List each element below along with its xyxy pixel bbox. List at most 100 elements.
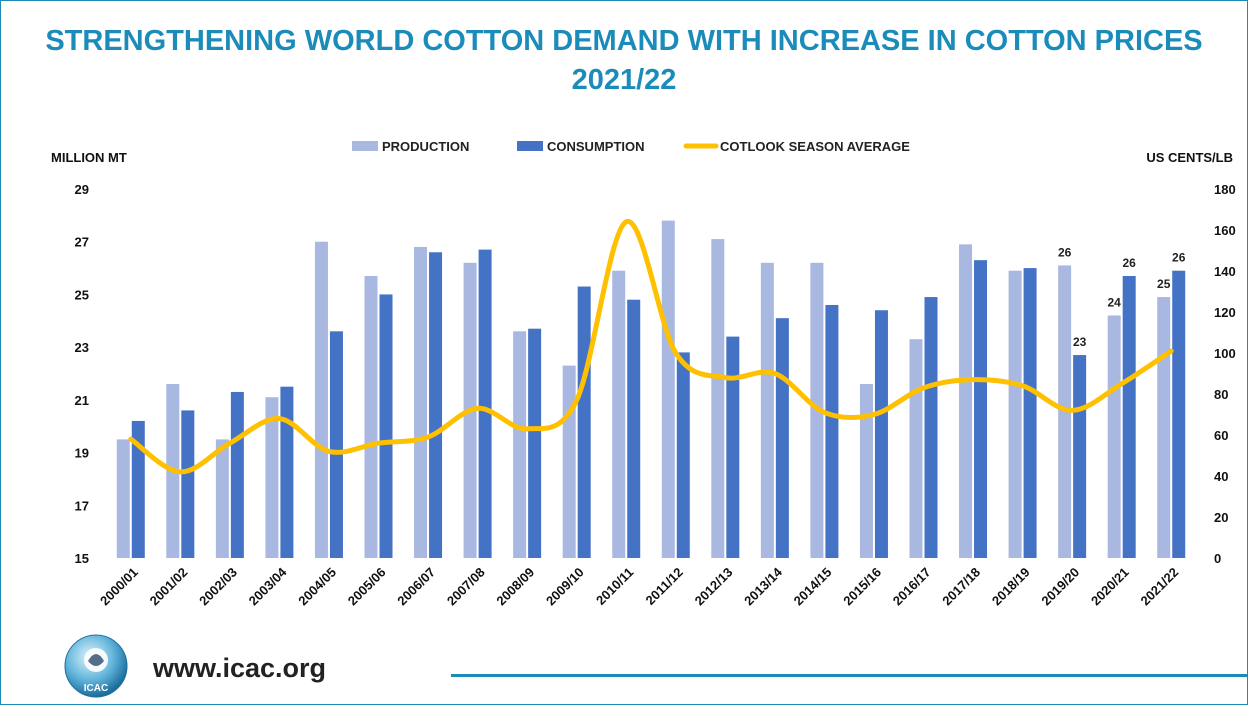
production-bar — [859, 384, 873, 558]
legend-label: COTLOOK SEASON AVERAGE — [720, 139, 910, 154]
consumption-bar — [1023, 268, 1037, 558]
consumption-bar — [379, 294, 393, 558]
production-bar — [1008, 270, 1022, 558]
consumption-bar — [775, 318, 789, 558]
consumption-bar — [825, 304, 839, 558]
cotlook-price-line — [128, 219, 1174, 475]
chart-svg: PRODUCTION CONSUMPTION COTLOOK SEASON AVER… — [51, 139, 1236, 608]
production-bar — [1107, 315, 1121, 558]
data-label: 26 — [1058, 245, 1072, 259]
chart-title: STRENGTHENING WORLD COTTON DEMAND WITH I… — [45, 25, 1203, 57]
consumption-bar — [1122, 275, 1136, 558]
consumption-bar — [478, 249, 492, 558]
y-left-tick: 17 — [75, 498, 89, 513]
x-tick-label: 2000/01 — [97, 565, 141, 609]
x-tick-label: 2017/18 — [939, 565, 983, 609]
x-tick-label: 2007/08 — [444, 565, 488, 609]
x-tick-label: 2003/04 — [246, 564, 290, 608]
x-tick-label: 2010/11 — [593, 565, 636, 608]
chart-subtitle: 2021/22 — [571, 64, 677, 96]
footer-url[interactable]: www.icac.org — [153, 653, 327, 683]
price-line-group — [128, 219, 1174, 475]
consumption-bar — [131, 420, 145, 558]
production-bar — [265, 397, 279, 558]
consumption-bar — [874, 310, 888, 558]
x-tick-label: 2015/16 — [840, 565, 884, 609]
production-bar — [513, 331, 527, 558]
x-tick-label: 2016/17 — [890, 565, 934, 609]
x-tick-label: 2004/05 — [295, 565, 339, 609]
consumption-bar — [528, 328, 542, 558]
legend: PRODUCTION CONSUMPTION COTLOOK SEASON AVER… — [352, 139, 910, 154]
consumption-bar — [230, 391, 244, 558]
legend-label: CONSUMPTION — [547, 139, 645, 154]
consumption-bar — [974, 260, 988, 558]
x-tick-label: 2006/07 — [394, 565, 438, 609]
x-tick-label: 2020/21 — [1088, 565, 1132, 609]
data-label: 24 — [1108, 296, 1122, 310]
consumption-bar — [181, 410, 195, 558]
y-axis-left: 15 17 19 21 23 25 27 29 — [75, 182, 89, 566]
x-tick-label: 2014/15 — [791, 565, 835, 609]
y-right-tick: 100 — [1214, 346, 1236, 361]
production-bar — [215, 439, 229, 558]
y-right-tick: 140 — [1214, 264, 1236, 279]
bars — [116, 220, 1186, 559]
production-bar — [760, 262, 774, 558]
y-left-tick: 27 — [75, 235, 89, 250]
data-label: 25 — [1157, 277, 1171, 291]
y-axis-right-label: US CENTS/LB — [1146, 150, 1233, 165]
production-bar — [711, 239, 725, 559]
x-tick-label: 2008/09 — [493, 565, 537, 609]
y-left-tick: 25 — [75, 287, 89, 302]
legend-swatch — [352, 141, 378, 151]
y-left-tick: 29 — [75, 182, 89, 197]
x-tick-label: 2021/22 — [1138, 565, 1182, 609]
icac-logo: ICAC — [64, 634, 128, 698]
consumption-bar — [280, 386, 294, 558]
production-bar — [364, 275, 378, 558]
x-tick-label: 2018/19 — [989, 565, 1033, 609]
consumption-bar — [676, 352, 690, 558]
x-tick-label: 2013/14 — [741, 564, 785, 608]
y-left-tick: 21 — [75, 393, 89, 408]
production-bar — [116, 439, 130, 558]
x-tick-label: 2019/20 — [1038, 565, 1082, 609]
x-tick-label: 2009/10 — [543, 565, 587, 609]
y-right-tick: 40 — [1214, 469, 1228, 484]
x-axis: 2000/01 2001/02 2002/03 2003/04 2004/05 2005/… — [97, 564, 1181, 608]
legend-label: PRODUCTION — [382, 139, 469, 154]
consumption-bar — [924, 297, 938, 558]
data-label: 23 — [1073, 335, 1087, 349]
y-right-tick: 80 — [1214, 387, 1228, 402]
production-bar — [661, 220, 675, 558]
legend-swatch — [517, 141, 543, 151]
y-left-tick: 23 — [75, 340, 89, 355]
data-label: 26 — [1172, 251, 1186, 265]
y-right-tick: 0 — [1214, 551, 1221, 566]
production-bar — [1157, 297, 1171, 558]
y-left-tick: 19 — [75, 446, 89, 461]
footer-divider — [451, 674, 1247, 677]
consumption-bar — [627, 299, 641, 558]
production-bar — [562, 365, 576, 558]
logo-text: ICAC — [84, 683, 108, 694]
y-axis-right: 0 20 40 60 80 100 120 140 160 180 — [1214, 182, 1236, 566]
x-tick-label: 2011/12 — [643, 565, 686, 608]
y-right-tick: 120 — [1214, 305, 1236, 320]
consumption-bar — [726, 336, 740, 558]
production-bar — [414, 246, 428, 558]
production-bar — [909, 339, 923, 558]
production-bar — [612, 270, 626, 558]
production-bar — [314, 241, 328, 558]
consumption-bar — [1172, 270, 1186, 558]
consumption-bar — [429, 252, 443, 558]
x-tick-label: 2001/02 — [147, 565, 191, 609]
x-tick-label: 2002/03 — [196, 565, 240, 609]
consumption-bar — [329, 331, 343, 558]
x-tick-label: 2012/13 — [692, 565, 736, 609]
production-bar — [959, 244, 973, 558]
y-axis-left-label: MILLION MT — [51, 150, 127, 165]
